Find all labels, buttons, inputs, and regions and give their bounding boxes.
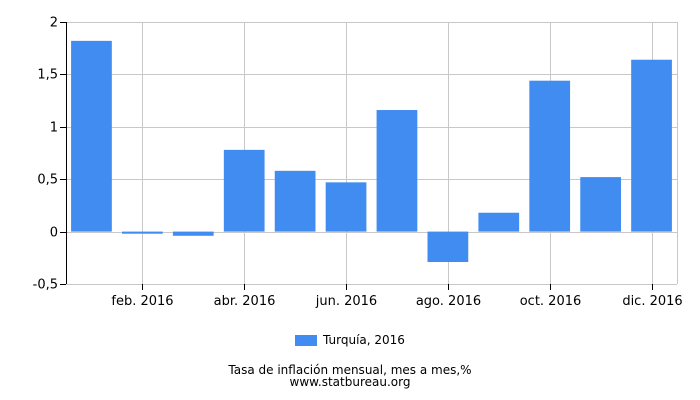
- y-tick-label: 1,5: [37, 68, 58, 83]
- bar: [529, 80, 571, 232]
- x-tick-label: jun. 2016: [315, 294, 377, 309]
- bar: [71, 40, 112, 232]
- source-link[interactable]: www.statbureau.org: [289, 375, 411, 389]
- legend-swatch: [295, 334, 318, 346]
- legend-label: Turquía, 2016: [323, 333, 405, 347]
- bar: [631, 59, 672, 232]
- axes: [60, 22, 653, 290]
- y-tick-label: 0,5: [37, 173, 58, 188]
- legend: Turquía, 2016: [0, 333, 700, 347]
- bar: [172, 231, 214, 236]
- bar: [580, 177, 621, 232]
- bar-chart: -0,5 0 0,5 1 1,5 2 feb. 2016 abr. 2016 jun. 201…: [33, 16, 683, 310]
- grid-lines: [66, 22, 678, 285]
- x-tick-label: ago. 2016: [416, 294, 481, 309]
- y-tick-label: -0,5: [33, 278, 58, 293]
- x-axis-tick-labels: feb. 2016 abr. 2016 jun. 2016 ago. 2016 oct.…: [111, 294, 682, 309]
- chart-title: Tasa de inflación mensual, mes a mes,%: [228, 363, 472, 377]
- bars: [71, 40, 672, 262]
- bar: [376, 110, 418, 232]
- bar: [478, 212, 520, 232]
- bar: [274, 170, 316, 232]
- y-tick-label: 1: [50, 121, 58, 136]
- x-tick-label: abr. 2016: [214, 294, 276, 309]
- bar: [122, 231, 163, 234]
- y-axis-tick-labels: -0,5 0 0,5 1 1,5 2: [33, 16, 58, 293]
- y-tick-label: 0: [50, 226, 58, 241]
- x-tick-label: dic. 2016: [622, 294, 682, 309]
- x-tick-label: oct. 2016: [520, 294, 582, 309]
- bar: [325, 182, 367, 232]
- x-tick-label: feb. 2016: [111, 294, 173, 309]
- bar: [223, 149, 265, 232]
- bar: [427, 231, 469, 262]
- y-tick-label: 2: [50, 16, 58, 31]
